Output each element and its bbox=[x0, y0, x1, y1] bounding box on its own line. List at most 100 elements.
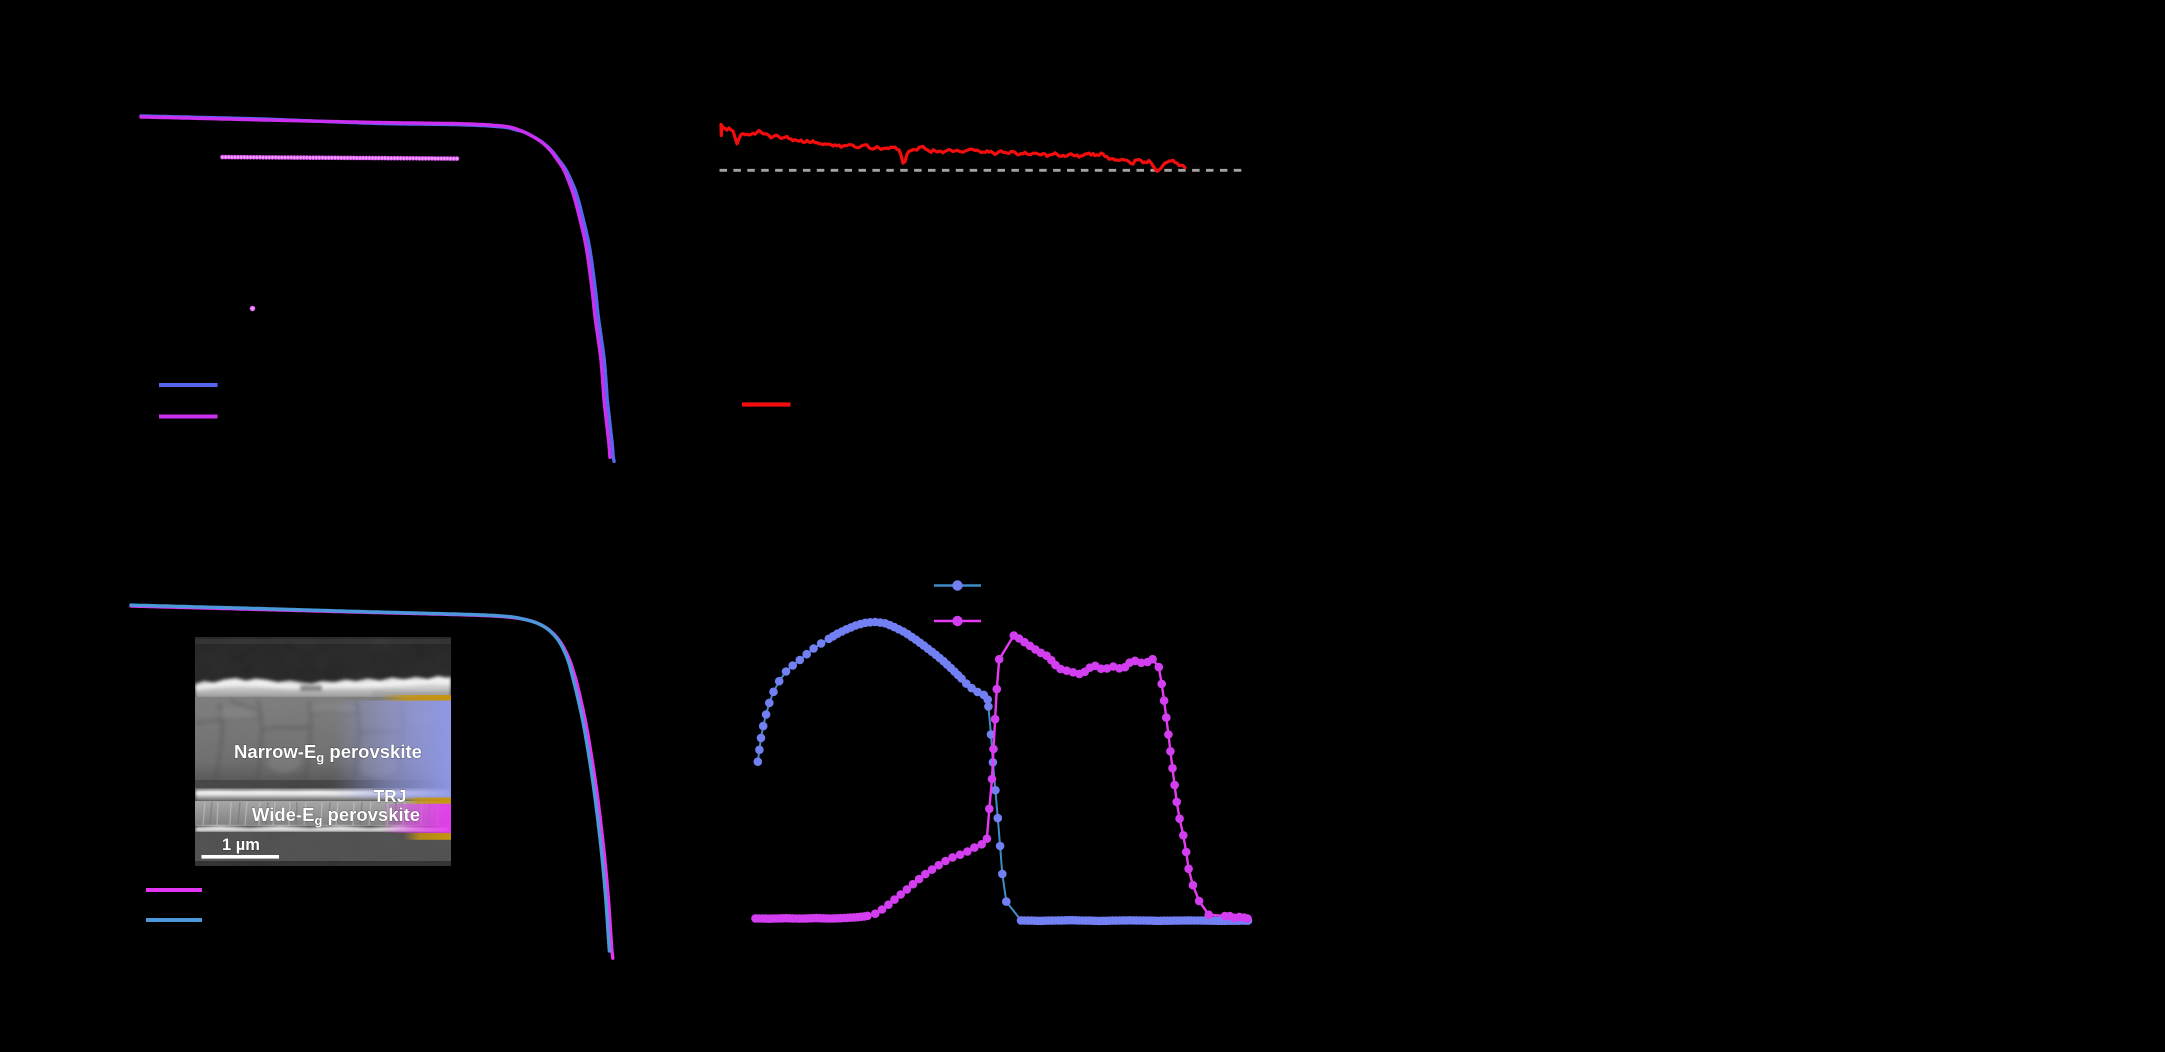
eqe-narrow-gap-magenta-marker bbox=[934, 860, 943, 870]
mpp-dot bbox=[223, 154, 228, 160]
eqe-narrow-gap-magenta-marker bbox=[987, 774, 997, 784]
mpp-dotted-row bbox=[220, 154, 460, 161]
mpp-dot bbox=[329, 155, 335, 161]
eqe-narrow-gap-magenta-marker bbox=[994, 654, 1004, 664]
mpp-dot bbox=[295, 155, 300, 160]
eqe-narrow-gap-magenta-marker bbox=[896, 890, 905, 899]
eqe-narrow-gap-magenta-marker bbox=[990, 714, 1000, 724]
eqe-narrow-gap-magenta-marker bbox=[1194, 896, 1204, 906]
inset-label-narrow-eg: Narrow-Eg perovskite bbox=[234, 741, 422, 765]
eqe-narrow-gap-magenta-marker bbox=[890, 895, 899, 904]
eqe-narrow-gap-magenta-marker bbox=[914, 874, 924, 884]
eqe-narrow-gap-magenta-marker bbox=[1166, 747, 1175, 756]
mpp-dot bbox=[389, 155, 394, 161]
overlay-magenta-wide bbox=[381, 803, 451, 833]
panel-c-legend bbox=[146, 888, 202, 922]
inset-label-wide-eg: Wide-Eg perovskite bbox=[252, 804, 420, 828]
panel-mpp-stability bbox=[719, 122, 1248, 407]
eqe-narrow-gap-magenta-marker bbox=[927, 865, 937, 874]
panel-d-legend-marker-1 bbox=[952, 615, 963, 627]
eqe-narrow-gap-magenta-marker bbox=[1181, 847, 1191, 857]
jv-scan-magenta bbox=[139, 115, 612, 460]
overlay-gold-bottom bbox=[403, 833, 451, 840]
eqe-wide-gap-blue-marker bbox=[755, 745, 764, 755]
eqe-narrow-gap-magenta-marker bbox=[963, 847, 972, 856]
eqe-narrow-gap-magenta-marker bbox=[1154, 662, 1164, 672]
panel-jv-reverse-forward bbox=[139, 114, 616, 464]
mpp-dot bbox=[260, 155, 266, 160]
mpp-dot bbox=[282, 155, 288, 160]
mpp-dot bbox=[235, 154, 241, 160]
eqe-wide-gap-blue-marker bbox=[765, 698, 774, 708]
mpp-dot bbox=[249, 305, 256, 312]
eqe-wide-gap-blue-marker bbox=[769, 687, 778, 697]
eqe-narrow-gap-magenta-marker bbox=[908, 879, 918, 889]
eqe-narrow-gap-magenta-marker bbox=[955, 850, 965, 859]
panel-c-curves bbox=[129, 603, 615, 960]
eqe-narrow-gap-magenta-marker bbox=[1175, 814, 1184, 823]
eqe-narrow-gap-magenta-marker bbox=[902, 885, 912, 894]
mpp-dot bbox=[454, 156, 460, 161]
eqe-narrow-gap-magenta-marker bbox=[1164, 730, 1173, 739]
overlay-blue-narrow bbox=[334, 700, 451, 798]
mpp-dot bbox=[248, 155, 253, 160]
eqe-narrow-gap-magenta-marker bbox=[1170, 780, 1179, 790]
mpp-dot bbox=[435, 156, 441, 161]
eqe-narrow-gap-magenta-marker bbox=[1148, 654, 1157, 664]
panel-d-legend-marker-0 bbox=[952, 580, 963, 591]
eqe-narrow-gap-magenta-marker bbox=[989, 744, 998, 754]
panel-eqe bbox=[751, 580, 1253, 926]
eqe-narrow-gap-magenta-marker bbox=[884, 900, 893, 909]
inset-scalebar bbox=[201, 855, 279, 859]
single-point bbox=[249, 305, 256, 312]
eqe-narrow-gap-magenta-marker bbox=[977, 840, 986, 849]
jv-tandem-blue bbox=[129, 603, 612, 953]
eqe-wide-gap-blue bbox=[753, 617, 1253, 926]
eqe-wide-gap-blue-marker bbox=[998, 869, 1007, 879]
eqe-wide-gap-blue-marker bbox=[984, 702, 993, 711]
eqe-narrow-gap-magenta-marker bbox=[1172, 797, 1181, 807]
eqe-wide-gap-blue-marker bbox=[983, 695, 992, 704]
eqe-narrow-gap-magenta-marker bbox=[992, 684, 1002, 694]
eqe-narrow-gap-magenta-marker bbox=[970, 843, 979, 852]
inset-label-trj: TRJ bbox=[373, 786, 406, 806]
eqe-narrow-gap-magenta-marker bbox=[921, 869, 930, 879]
eqe-narrow-gap-magenta-marker bbox=[1204, 910, 1213, 919]
eqe-narrow-gap-magenta-marker bbox=[985, 804, 994, 814]
mpp-dot bbox=[270, 155, 275, 160]
overlay-gold-top bbox=[381, 695, 451, 701]
eqe-narrow-gap-magenta-marker bbox=[863, 911, 872, 921]
eqe-wide-gap-blue-marker bbox=[795, 655, 805, 665]
eqe-narrow-gap-magenta-marker bbox=[1184, 864, 1193, 874]
mpp-dot bbox=[423, 156, 429, 161]
eqe-wide-gap-blue-marker bbox=[802, 649, 811, 659]
eqe-narrow-gap-magenta-marker bbox=[1162, 713, 1171, 722]
sem-inset-image: Narrow-Eg perovskite TRJ Wide-Eg perovsk… bbox=[195, 637, 451, 866]
eqe-wide-gap-blue-marker bbox=[995, 841, 1005, 851]
mpp-dot bbox=[401, 156, 407, 161]
eqe-narrow-gap-magenta-marker bbox=[1159, 696, 1169, 705]
eqe-narrow-gap-magenta bbox=[751, 631, 1252, 923]
eqe-wide-gap-blue-marker bbox=[774, 676, 784, 686]
eqe-wide-gap-blue-marker bbox=[756, 733, 766, 743]
inset-scalebar-label: 1 µm bbox=[222, 836, 260, 854]
eqe-wide-gap-blue-marker bbox=[761, 710, 771, 719]
panel-d-legend bbox=[934, 580, 981, 627]
eqe-narrow-gap-magenta-marker bbox=[941, 856, 950, 866]
eqe-narrow-gap-magenta-marker bbox=[1136, 658, 1146, 668]
eqe-wide-gap-blue-marker bbox=[809, 644, 818, 653]
mpp-dot bbox=[376, 155, 382, 161]
eqe-wide-gap-blue-marker bbox=[993, 813, 1003, 823]
eqe-wide-gap-blue-marker bbox=[753, 757, 763, 766]
mpp-dot bbox=[448, 156, 454, 161]
eqe-narrow-gap-magenta-marker bbox=[948, 853, 957, 862]
mpp-dot bbox=[364, 155, 369, 161]
eqe-narrow-gap-magenta-marker bbox=[1157, 679, 1166, 689]
eqe-wide-gap-blue-marker bbox=[991, 785, 1000, 795]
panel-a-legend bbox=[159, 383, 218, 419]
mpp-dot bbox=[410, 156, 416, 161]
mpp-track-red bbox=[719, 122, 1187, 173]
eqe-narrow-gap-magenta-marker bbox=[982, 834, 992, 843]
